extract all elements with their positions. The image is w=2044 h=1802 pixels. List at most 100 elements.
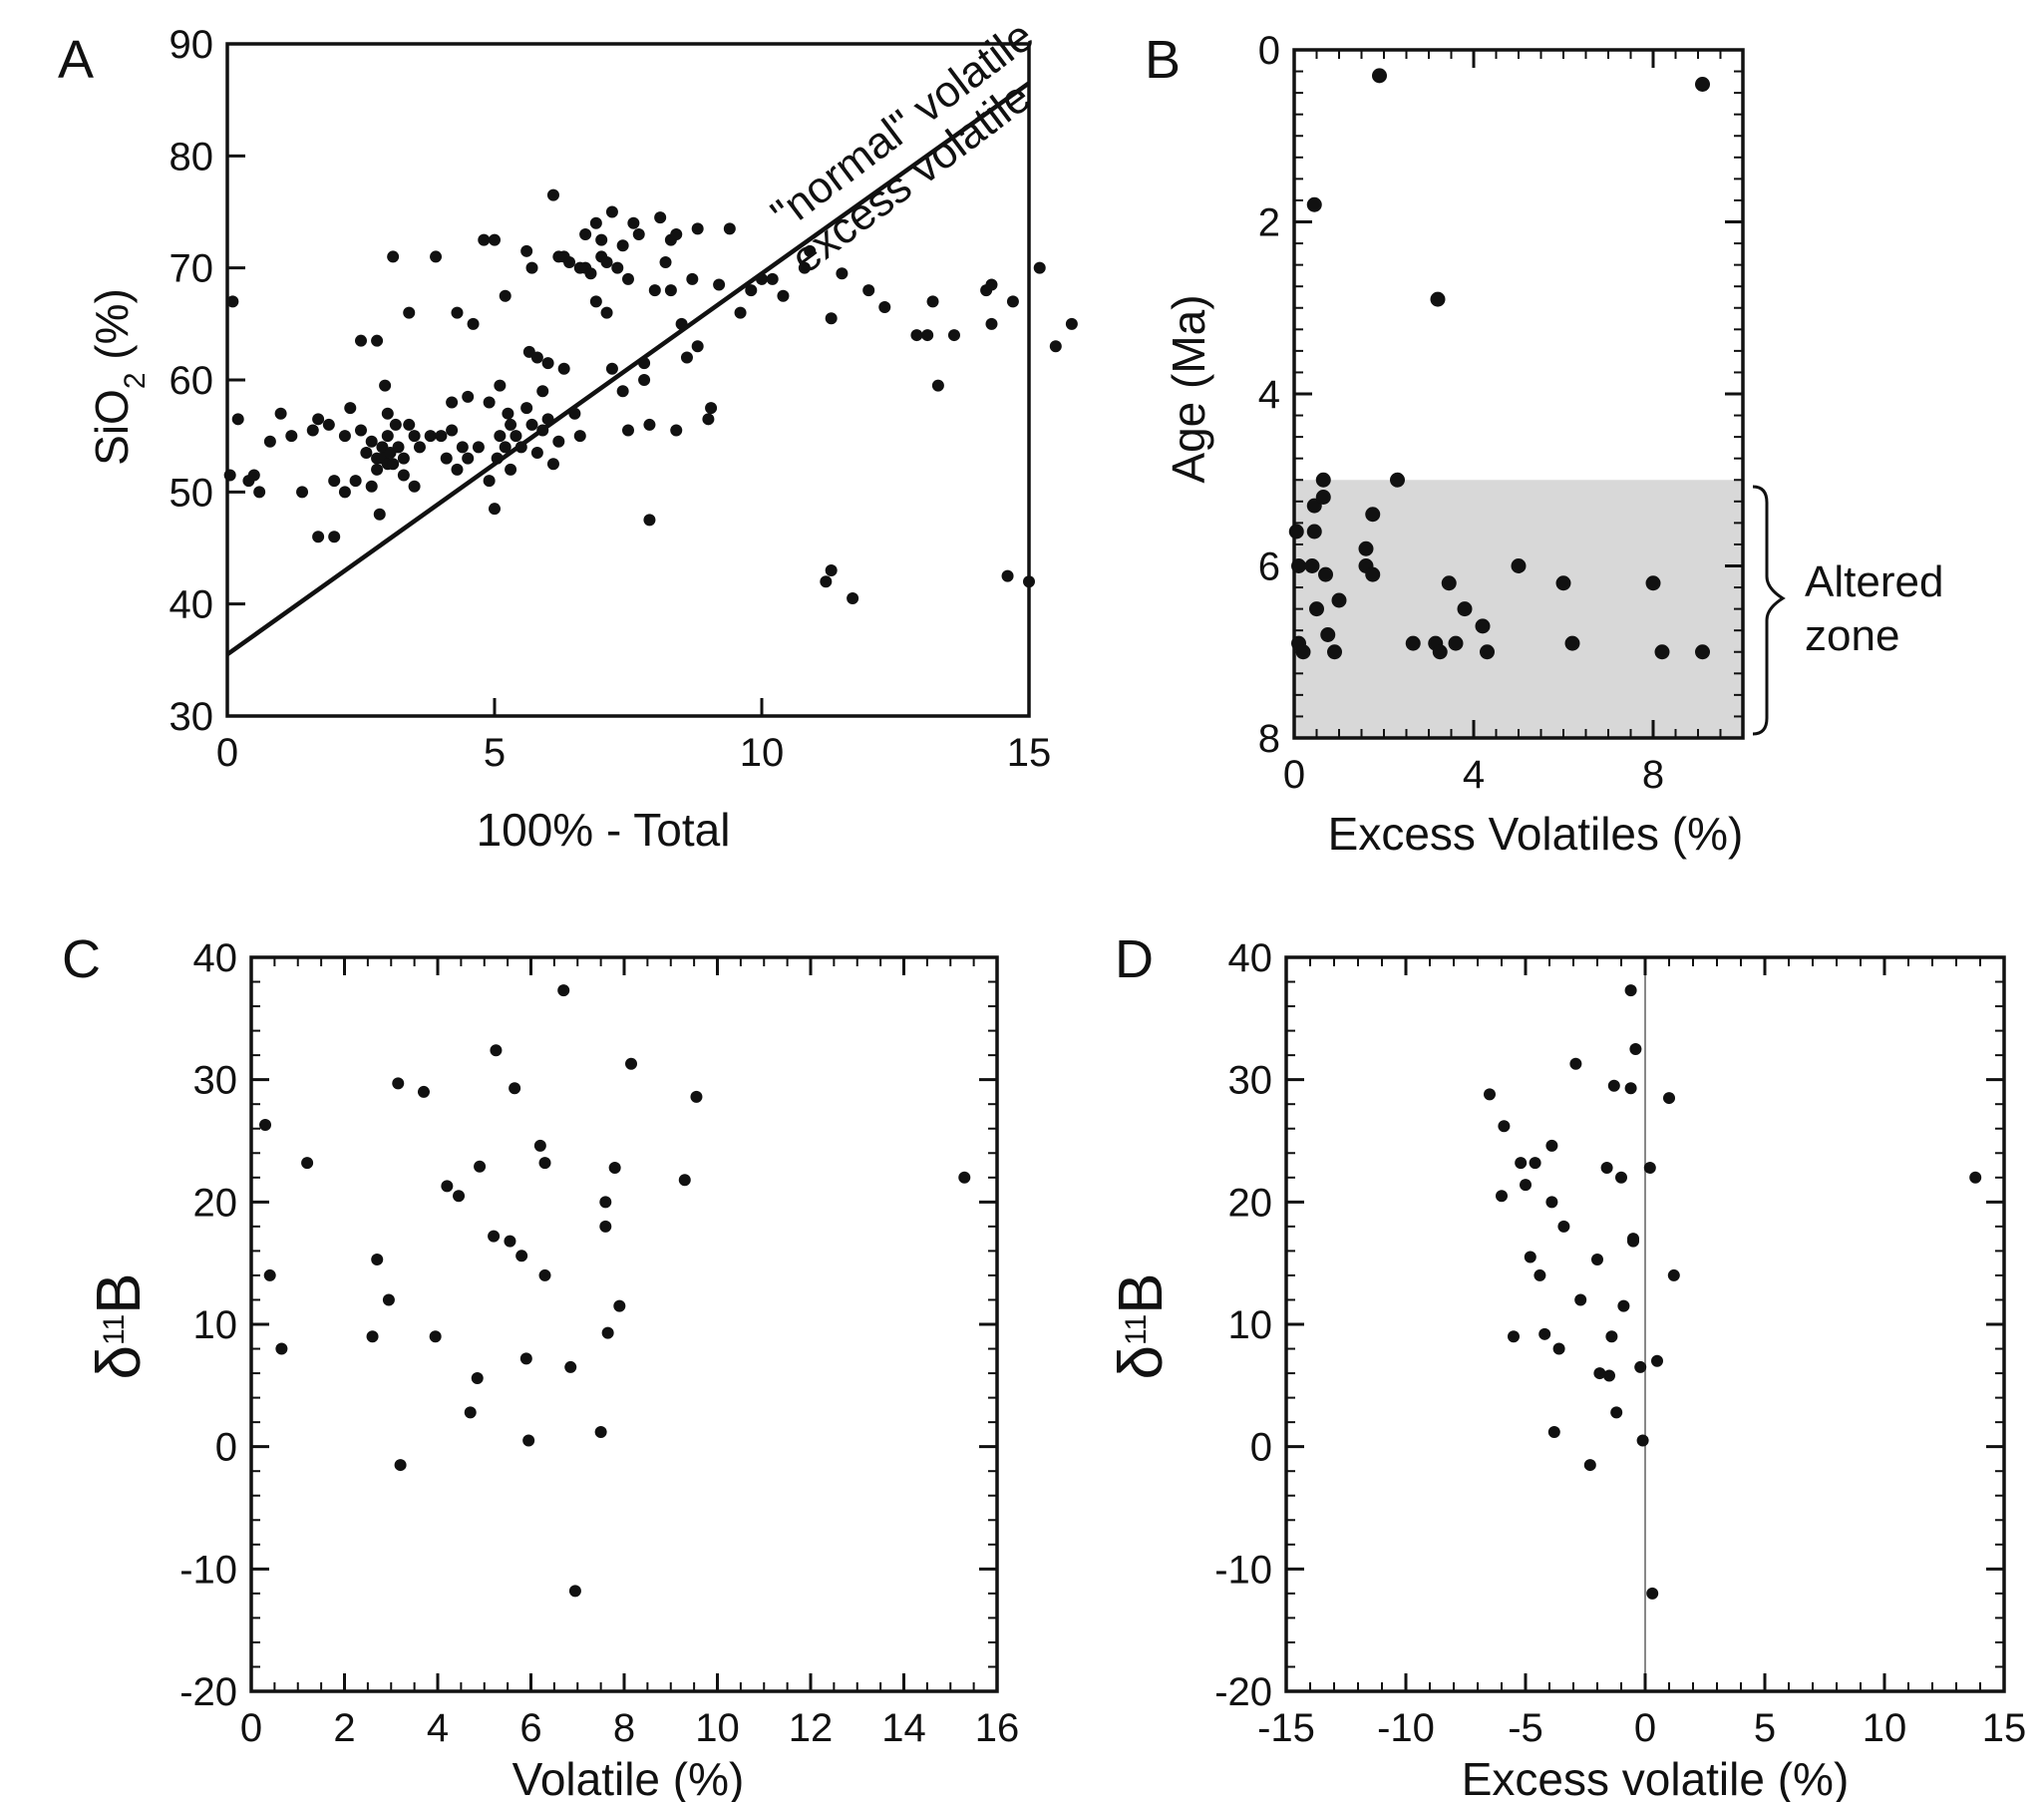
panel-d-x-tick-label-2: -5: [1508, 1706, 1543, 1750]
panel-b-point-11: [1309, 601, 1324, 617]
panel-c-point-36: [678, 1174, 691, 1187]
panel-b-point-35: [1654, 644, 1670, 660]
panel-c-x-tick-label-2: 4: [427, 1706, 449, 1750]
panel-a-point-100: [589, 216, 602, 229]
panel-d-point-13: [1552, 1342, 1565, 1355]
panel-c-point-19: [509, 1082, 521, 1095]
panel-a-y-axis-label: SiO2 (%): [86, 288, 152, 466]
panel-c-point-38: [958, 1171, 971, 1184]
panel-a-point-90: [557, 362, 570, 375]
panel-a-point-1: [226, 295, 239, 308]
panel-d-point-20: [1600, 1161, 1613, 1174]
panel-a-point-125: [675, 317, 688, 330]
panel-c-y-tick-label-2: 0: [215, 1426, 237, 1470]
panel-a-point-147: [878, 300, 891, 313]
panel-a-point-70: [502, 407, 514, 420]
panel-c-y-tick-label-0: -20: [179, 1670, 237, 1714]
panel-a-y-label-sub: 2: [119, 372, 152, 389]
panel-c-point-7: [392, 1077, 405, 1090]
panel-d-y-tick-label-0: -20: [1214, 1670, 1272, 1714]
panel-c-point-3: [301, 1157, 314, 1170]
panel-c-point-6: [382, 1293, 395, 1306]
panel-d-y-tick-label-4: 20: [1228, 1181, 1273, 1225]
panel-d-point-18: [1591, 1253, 1603, 1265]
panel-a-point-85: [541, 413, 554, 426]
altered-zone-bracket: [1752, 485, 1786, 736]
panel-d-point-26: [1617, 1299, 1630, 1312]
panel-a-point-124: [670, 424, 683, 437]
panel-a-point-86: [546, 188, 559, 201]
panel-a-point-82: [536, 424, 549, 437]
panel-d-letter: D: [1115, 929, 1154, 989]
panel-a-point-73: [510, 430, 522, 443]
panel-a-point-42: [403, 306, 416, 319]
panel-b-x-axis-label: Excess Volatiles (%): [1328, 808, 1744, 860]
panel-b-point-1: [1695, 77, 1710, 92]
panel-a-point-102: [595, 233, 608, 246]
panel-a-point-41: [397, 469, 410, 482]
panel-a-point-24: [365, 435, 378, 448]
panel-a-point-48: [430, 250, 443, 263]
panel-a-point-128: [691, 222, 704, 235]
panel-a-point-122: [664, 284, 677, 297]
panel-c: C 0 2 4 6 8 10 12 14 16 -20 -10 0 10 20 30 40 Volatile …: [62, 929, 1019, 1802]
panel-d-point-14: [1557, 1220, 1570, 1233]
panel-c-plot-area: 0 2 4 6 8 10 12 14 16 -20 -10 0 10 20 30 40: [179, 936, 1019, 1750]
panel-a-point-111: [622, 272, 634, 285]
panel-a-point-131: [705, 402, 718, 415]
panel-c-x-tick-label-3: 6: [519, 1706, 541, 1750]
panel-a-point-123: [670, 227, 683, 240]
panel-a-point-60: [478, 233, 491, 246]
panel-a-point-68: [499, 289, 511, 302]
panel-a-point-37: [387, 250, 400, 263]
panel-a-x-tick-label-1: 5: [484, 731, 506, 775]
panel-d-point-30: [1627, 1235, 1639, 1248]
panel-a-point-84: [541, 357, 554, 370]
panel-a-point-114: [638, 374, 651, 386]
panel-a-point-7: [274, 407, 287, 420]
panel-b-y-axis-label: Age (Ma): [1163, 294, 1214, 483]
panel-c-point-32: [601, 1326, 614, 1339]
panel-a-point-136: [756, 272, 768, 285]
panel-a-point-141: [820, 575, 833, 588]
panel-c-point-28: [568, 1585, 581, 1598]
panel-b-point-0: [1372, 68, 1387, 84]
panel-a-point-74: [514, 441, 527, 454]
panel-c-y-tick-label-6: 40: [193, 936, 238, 980]
panel-c-point-34: [613, 1299, 626, 1312]
panel-b-y-tick-label-2: 4: [1258, 373, 1280, 417]
panel-b-point-15: [1320, 627, 1336, 642]
panel-d-plot-area: -15 -10 -5 0 5 10 15 -20 -10 0 10 20 30 40: [1214, 936, 2026, 1750]
panel-b-point-4: [1288, 524, 1304, 540]
panel-a-point-18: [344, 402, 357, 415]
panel-a-point-96: [579, 227, 592, 240]
panel-d-point-24: [1610, 1406, 1623, 1419]
panel-d-point-9: [1538, 1327, 1551, 1340]
panel-a-point-127: [686, 272, 699, 285]
panel-a-point-11: [312, 413, 325, 426]
panel-b-point-14: [1318, 566, 1333, 582]
panel-d-point-2: [1496, 1190, 1508, 1203]
panel-a-point-12: [312, 531, 325, 543]
panel-a-point-69: [499, 441, 511, 454]
panel-a-point-51: [446, 424, 459, 437]
panel-a-point-155: [985, 317, 998, 330]
panel-c-point-16: [488, 1230, 501, 1243]
panel-c-y-tick-label-5: 30: [193, 1059, 238, 1103]
panel-c-point-31: [599, 1220, 612, 1233]
panel-a-point-36: [387, 458, 400, 471]
panel-a-point-53: [451, 463, 464, 476]
panel-c-x-tick-label-0: 0: [240, 1706, 262, 1750]
panel-a-point-80: [530, 351, 543, 364]
panel-a-point-113: [632, 227, 645, 240]
panel-a-point-15: [328, 475, 341, 488]
panel-a-point-135: [745, 284, 758, 297]
panel-a-point-6: [263, 435, 276, 448]
panel-c-y-tick-label-1: -10: [179, 1548, 237, 1592]
panel-a-point-110: [622, 424, 634, 437]
panel-a-point-107: [611, 261, 624, 274]
panel-d-point-10: [1545, 1139, 1558, 1152]
panel-b-point-28: [1457, 601, 1473, 617]
